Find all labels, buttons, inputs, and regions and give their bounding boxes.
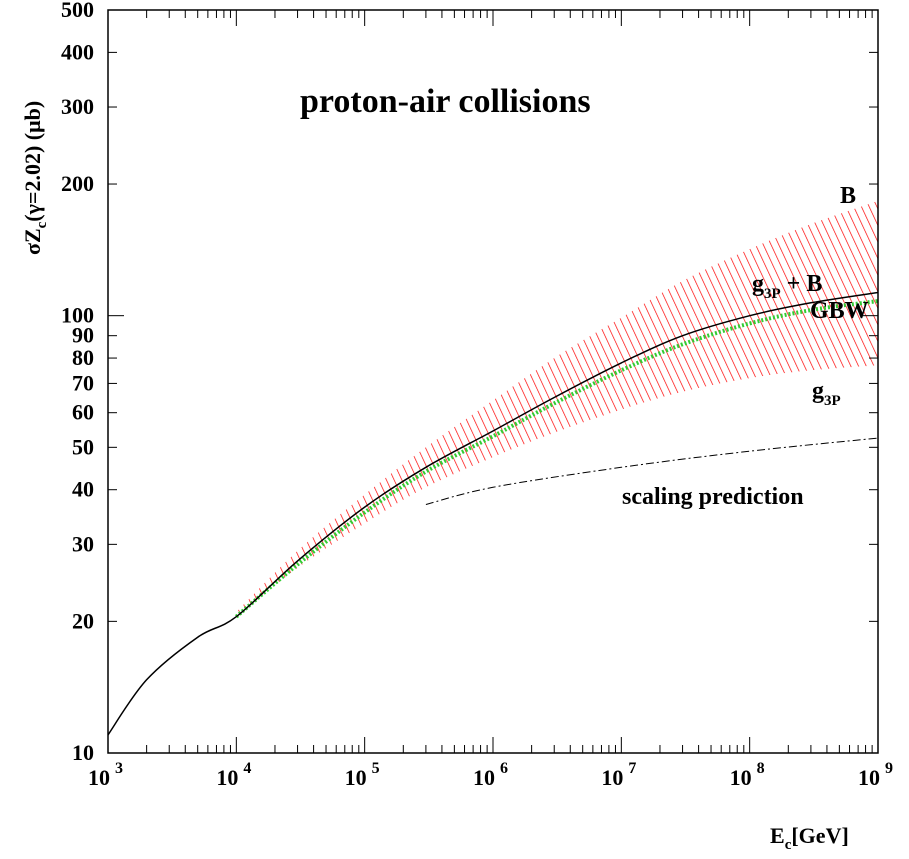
annotation-g3p-plus-b: g3P + B <box>752 271 822 302</box>
plot-frame <box>107 9 879 754</box>
y-tick-label: 400 <box>61 39 94 64</box>
x-tick-label: 10 8 <box>730 760 765 790</box>
series-gbw-line <box>234 299 878 619</box>
x-tick-label: 10 4 <box>216 760 251 790</box>
y-axis-label-pre: σZ <box>20 228 45 255</box>
x-tick-label-exponent: 3 <box>115 760 123 777</box>
x-tick-label-exponent: 5 <box>372 760 380 777</box>
x-tick-label-base: 10 <box>216 765 238 790</box>
y-tick-label: 30 <box>72 531 94 556</box>
y-tick-label: 60 <box>72 400 94 425</box>
y-tick-label: 50 <box>72 434 94 459</box>
x-tick-label: 10 9 <box>858 760 893 790</box>
x-tick-label-base: 10 <box>858 765 880 790</box>
x-tick-label-exponent: 8 <box>757 760 765 777</box>
series-layer <box>108 291 878 736</box>
x-tick-label-base: 10 <box>473 765 495 790</box>
chart-title: proton-air collisions <box>300 83 591 120</box>
y-tick-label: 90 <box>72 323 94 348</box>
y-axis-label: σZc(γ=2.02) (μb) <box>20 101 50 255</box>
x-tick-label-exponent: 6 <box>500 760 508 777</box>
axes-layer: 10 3 10 4 10 5 10 6 10 7 10 8 10 91020304050607080901… <box>61 0 893 790</box>
y-tick-label: 70 <box>72 370 94 395</box>
annotation-scaling-prediction: scaling prediction <box>622 484 804 510</box>
x-tick-label: 10 5 <box>345 760 380 790</box>
x-tick-label: 10 7 <box>601 760 636 790</box>
y-axis-label-rest: (γ=2.02) (μb) <box>20 101 45 222</box>
y-tick-label: 80 <box>72 345 94 370</box>
y-tick-label: 200 <box>61 171 94 196</box>
x-tick-label-base: 10 <box>88 765 110 790</box>
y-axis-label-sub: c <box>34 221 50 228</box>
annotation-g3p-main: g <box>812 378 824 404</box>
uncertainty-band-layer <box>236 200 878 617</box>
y-tick-label: 500 <box>61 0 94 22</box>
x-tick-label-base: 10 <box>601 765 623 790</box>
annotation-g3p-plus-b-rest: + B <box>781 271 823 297</box>
y-tick-label: 100 <box>61 303 94 328</box>
x-tick-label-exponent: 7 <box>628 760 636 777</box>
annotation-g3p-plus-b-sub: 3P <box>764 286 781 302</box>
annotation-g3p-sub: 3P <box>824 393 841 409</box>
x-axis-label: Ec[GeV] <box>770 823 849 853</box>
x-tick-label: 10 6 <box>473 760 508 790</box>
x-tick-label-base: 10 <box>345 765 367 790</box>
x-axis-label-sub: c <box>785 837 792 853</box>
x-tick-label-base: 10 <box>730 765 752 790</box>
y-tick-label: 20 <box>72 608 94 633</box>
series-scaling-line <box>425 437 878 505</box>
series-main-line <box>108 291 878 736</box>
x-axis-label-main: E <box>770 823 785 848</box>
y-tick-label: 300 <box>61 94 94 119</box>
annotation-b: B <box>840 183 856 209</box>
annotation-g3p: g3P <box>812 378 841 409</box>
x-tick-label: 10 3 <box>88 760 123 790</box>
x-tick-label-exponent: 9 <box>885 760 893 777</box>
x-tick-label-exponent: 4 <box>243 760 251 777</box>
uncertainty-band <box>236 200 878 617</box>
annotation-gbw: GBW <box>810 298 869 324</box>
y-tick-label: 40 <box>72 477 94 502</box>
annotation-g3p-plus-b-main: g <box>752 271 764 297</box>
y-tick-label: 10 <box>72 740 94 765</box>
x-axis-label-rest: [GeV] <box>791 823 848 848</box>
